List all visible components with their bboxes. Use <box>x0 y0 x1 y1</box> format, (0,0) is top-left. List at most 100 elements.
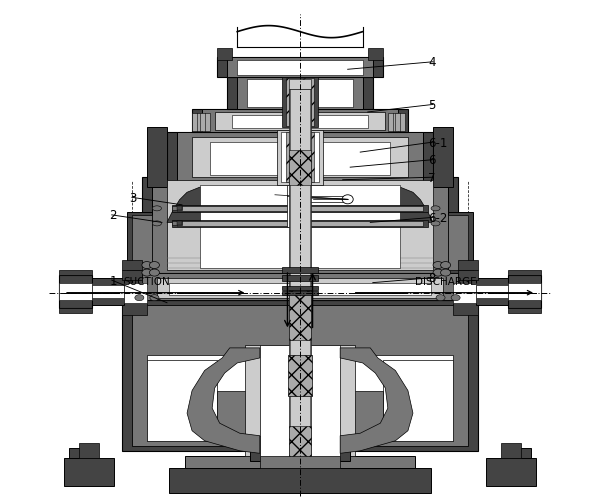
Bar <box>368 49 383 61</box>
Bar <box>177 207 182 211</box>
Bar <box>69 448 92 458</box>
Bar <box>289 80 311 125</box>
Bar <box>147 128 167 188</box>
Bar <box>59 283 92 301</box>
Polygon shape <box>340 348 413 453</box>
Ellipse shape <box>431 206 440 211</box>
Bar <box>79 443 99 458</box>
Bar <box>227 58 373 78</box>
Text: 2: 2 <box>109 209 117 222</box>
Bar <box>283 292 317 296</box>
Bar <box>192 110 408 133</box>
Bar <box>458 261 478 271</box>
Text: 3: 3 <box>130 191 137 204</box>
Ellipse shape <box>152 206 161 211</box>
Ellipse shape <box>440 262 451 269</box>
Bar <box>448 213 473 273</box>
Bar <box>142 178 458 273</box>
Bar <box>177 222 182 226</box>
Bar <box>122 271 142 281</box>
Bar <box>283 287 317 291</box>
Bar <box>260 453 340 468</box>
Ellipse shape <box>135 295 144 301</box>
Bar <box>157 278 443 298</box>
Bar <box>167 180 433 271</box>
Bar <box>177 207 423 212</box>
Bar <box>59 308 92 313</box>
Bar <box>147 356 453 441</box>
Text: 8: 8 <box>428 272 436 285</box>
Bar <box>227 78 373 110</box>
Bar <box>458 271 478 281</box>
Ellipse shape <box>433 262 443 269</box>
Bar <box>192 114 202 131</box>
Bar <box>167 133 433 183</box>
Ellipse shape <box>342 195 353 204</box>
Ellipse shape <box>152 221 161 226</box>
Bar <box>169 283 431 296</box>
Bar <box>209 143 391 175</box>
Text: DISCHARGE: DISCHARGE <box>415 277 476 287</box>
Bar <box>476 286 508 298</box>
Bar <box>200 185 400 268</box>
Bar <box>132 273 468 301</box>
Text: 6-2: 6-2 <box>428 211 448 224</box>
Bar <box>177 222 423 227</box>
Bar <box>217 391 247 441</box>
Bar <box>289 90 311 456</box>
Bar <box>288 356 312 396</box>
Bar <box>277 130 323 185</box>
Ellipse shape <box>431 221 440 226</box>
Bar <box>237 78 363 110</box>
Text: 4: 4 <box>428 56 436 69</box>
Bar <box>286 133 314 183</box>
Ellipse shape <box>433 270 443 277</box>
Bar <box>215 113 385 130</box>
Bar <box>202 110 398 133</box>
Bar <box>508 308 541 313</box>
Polygon shape <box>360 188 433 223</box>
Bar <box>172 207 182 211</box>
Bar <box>172 205 428 213</box>
Bar <box>289 426 311 456</box>
Bar <box>501 443 521 458</box>
Bar <box>147 361 217 441</box>
Bar <box>508 448 531 458</box>
Text: 7: 7 <box>428 171 436 184</box>
Bar <box>287 185 295 228</box>
Polygon shape <box>187 348 260 453</box>
Bar <box>486 458 536 486</box>
Bar <box>92 286 124 298</box>
Bar <box>250 436 350 461</box>
Text: 6-1: 6-1 <box>428 136 448 149</box>
Bar <box>172 222 182 226</box>
Bar <box>508 271 541 276</box>
Text: SUCTION: SUCTION <box>124 277 170 287</box>
Bar <box>433 128 453 188</box>
Bar <box>476 278 508 306</box>
Bar <box>192 138 408 178</box>
Bar <box>122 281 147 316</box>
Ellipse shape <box>142 270 152 277</box>
Bar <box>508 283 541 301</box>
Ellipse shape <box>150 295 159 301</box>
Bar <box>200 114 209 131</box>
Bar <box>247 80 353 108</box>
Bar <box>453 283 476 303</box>
Polygon shape <box>167 188 240 223</box>
Bar <box>245 346 355 456</box>
Bar <box>260 346 340 456</box>
Bar <box>353 391 383 441</box>
Bar <box>122 261 142 271</box>
Bar <box>290 90 310 456</box>
Bar <box>237 61 363 76</box>
Bar <box>281 133 319 183</box>
Ellipse shape <box>149 262 160 269</box>
Bar <box>132 215 152 271</box>
Bar <box>448 215 468 271</box>
Text: 1: 1 <box>109 274 117 287</box>
Bar <box>508 276 541 308</box>
Bar <box>295 197 345 203</box>
Bar <box>124 283 147 303</box>
Bar <box>289 150 311 185</box>
